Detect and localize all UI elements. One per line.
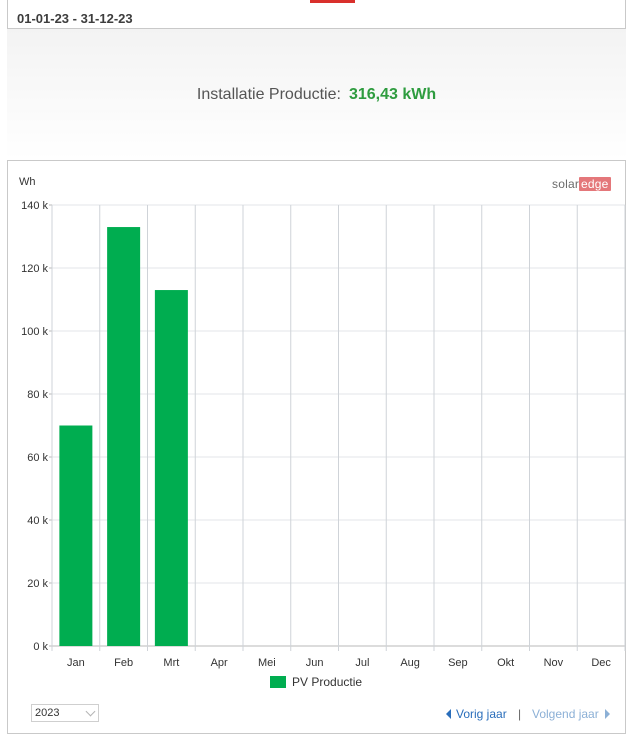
next-year-link[interactable]: Volgend jaar <box>532 707 610 721</box>
previous-year-label: Vorig jaar <box>456 707 507 721</box>
chevron-down-icon <box>85 706 96 717</box>
legend-label: PV Productie <box>292 675 363 689</box>
summary-value: 316,43 kWh <box>348 86 437 103</box>
y-tick-label: 0 k <box>33 641 48 653</box>
solaredge-logo: solar edge <box>552 177 611 191</box>
nav-separator: | <box>518 707 522 721</box>
x-tick-label: Dec <box>591 657 611 669</box>
summary-label: Installatie Productie: <box>196 86 341 103</box>
year-select[interactable]: 2023 <box>31 704 99 722</box>
x-tick-label: Apr <box>211 657 228 669</box>
x-tick-label: Okt <box>497 657 514 669</box>
x-tick-label: Jul <box>355 657 369 669</box>
y-axis-unit: Wh <box>19 176 36 188</box>
x-tick-label: Mrt <box>163 657 179 669</box>
arrow-right-icon <box>604 709 610 719</box>
active-tab-indicator <box>310 0 355 3</box>
chart-legend[interactable]: PV Productie <box>270 675 362 689</box>
previous-year-link[interactable]: Vorig jaar <box>446 707 507 721</box>
x-tick-label: Mei <box>258 657 276 669</box>
bar-mrt <box>154 290 188 646</box>
production-summary: Installatie Productie: 316,43 kWh <box>7 28 626 161</box>
y-tick-label: 40 k <box>27 515 48 527</box>
x-tick-label: Feb <box>114 657 133 669</box>
x-tick-label: Aug <box>400 657 420 669</box>
x-tick-label: Jun <box>306 657 324 669</box>
logo-text-edge: edge <box>579 177 611 191</box>
y-tick-label: 60 k <box>27 452 48 464</box>
year-select-value: 2023 <box>35 707 60 719</box>
bar-jan <box>59 425 93 646</box>
next-year-label: Volgend jaar <box>532 707 599 721</box>
production-bar-chart: 0 k 20 k 40 k 60 k 80 k 100 k 120 k 140 k Jan Feb… <box>21 200 626 669</box>
x-tick-label: Jan <box>67 657 85 669</box>
date-range: 01-01-23 - 31-12-23 <box>17 11 133 26</box>
logo-text-solar: solar <box>552 177 580 191</box>
y-tick-label: 80 k <box>27 389 48 401</box>
y-tick-label: 140 k <box>21 200 48 212</box>
legend-swatch <box>270 676 286 688</box>
arrow-left-icon <box>446 709 451 719</box>
bar-feb <box>107 227 141 647</box>
y-tick-label: 120 k <box>21 263 48 275</box>
x-tick-label: Nov <box>544 657 564 669</box>
summary-row: Installatie Productie: 316,43 kWh <box>7 86 626 104</box>
y-tick-label: 20 k <box>27 578 48 590</box>
x-tick-label: Sep <box>448 657 468 669</box>
y-tick-label: 100 k <box>21 326 48 338</box>
